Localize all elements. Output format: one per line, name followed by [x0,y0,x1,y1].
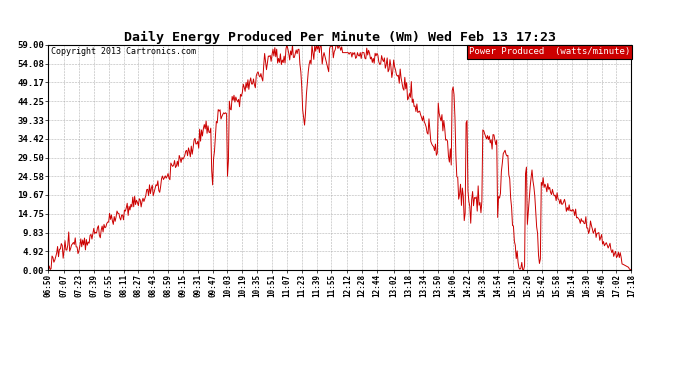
Text: Power Produced  (watts/minute): Power Produced (watts/minute) [469,47,630,56]
Title: Daily Energy Produced Per Minute (Wm) Wed Feb 13 17:23: Daily Energy Produced Per Minute (Wm) We… [124,31,556,44]
Text: Copyright 2013 Cartronics.com: Copyright 2013 Cartronics.com [51,47,196,56]
